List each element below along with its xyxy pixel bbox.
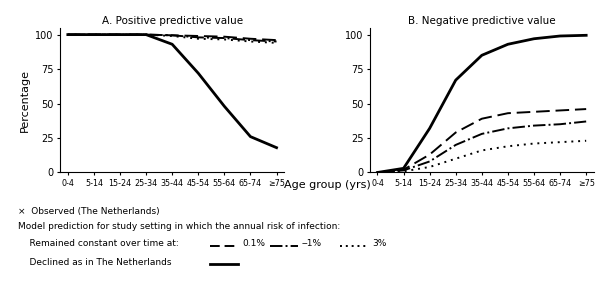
Text: ‒1%: ‒1% <box>302 239 322 249</box>
Title: B. Negative predictive value: B. Negative predictive value <box>408 15 556 26</box>
Text: ×  Observed (The Netherlands): × Observed (The Netherlands) <box>18 207 160 216</box>
Text: 3%: 3% <box>372 239 386 249</box>
Text: Remained constant over time at:: Remained constant over time at: <box>18 239 179 249</box>
Title: A. Positive predictive value: A. Positive predictive value <box>101 15 243 26</box>
Text: Declined as in The Netherlands: Declined as in The Netherlands <box>18 257 172 267</box>
Y-axis label: Percentage: Percentage <box>20 69 30 132</box>
Text: Model prediction for study setting in which the annual risk of infection:: Model prediction for study setting in wh… <box>18 222 340 231</box>
Text: Age group (yrs): Age group (yrs) <box>284 180 370 190</box>
Text: 0.1%: 0.1% <box>242 239 265 249</box>
